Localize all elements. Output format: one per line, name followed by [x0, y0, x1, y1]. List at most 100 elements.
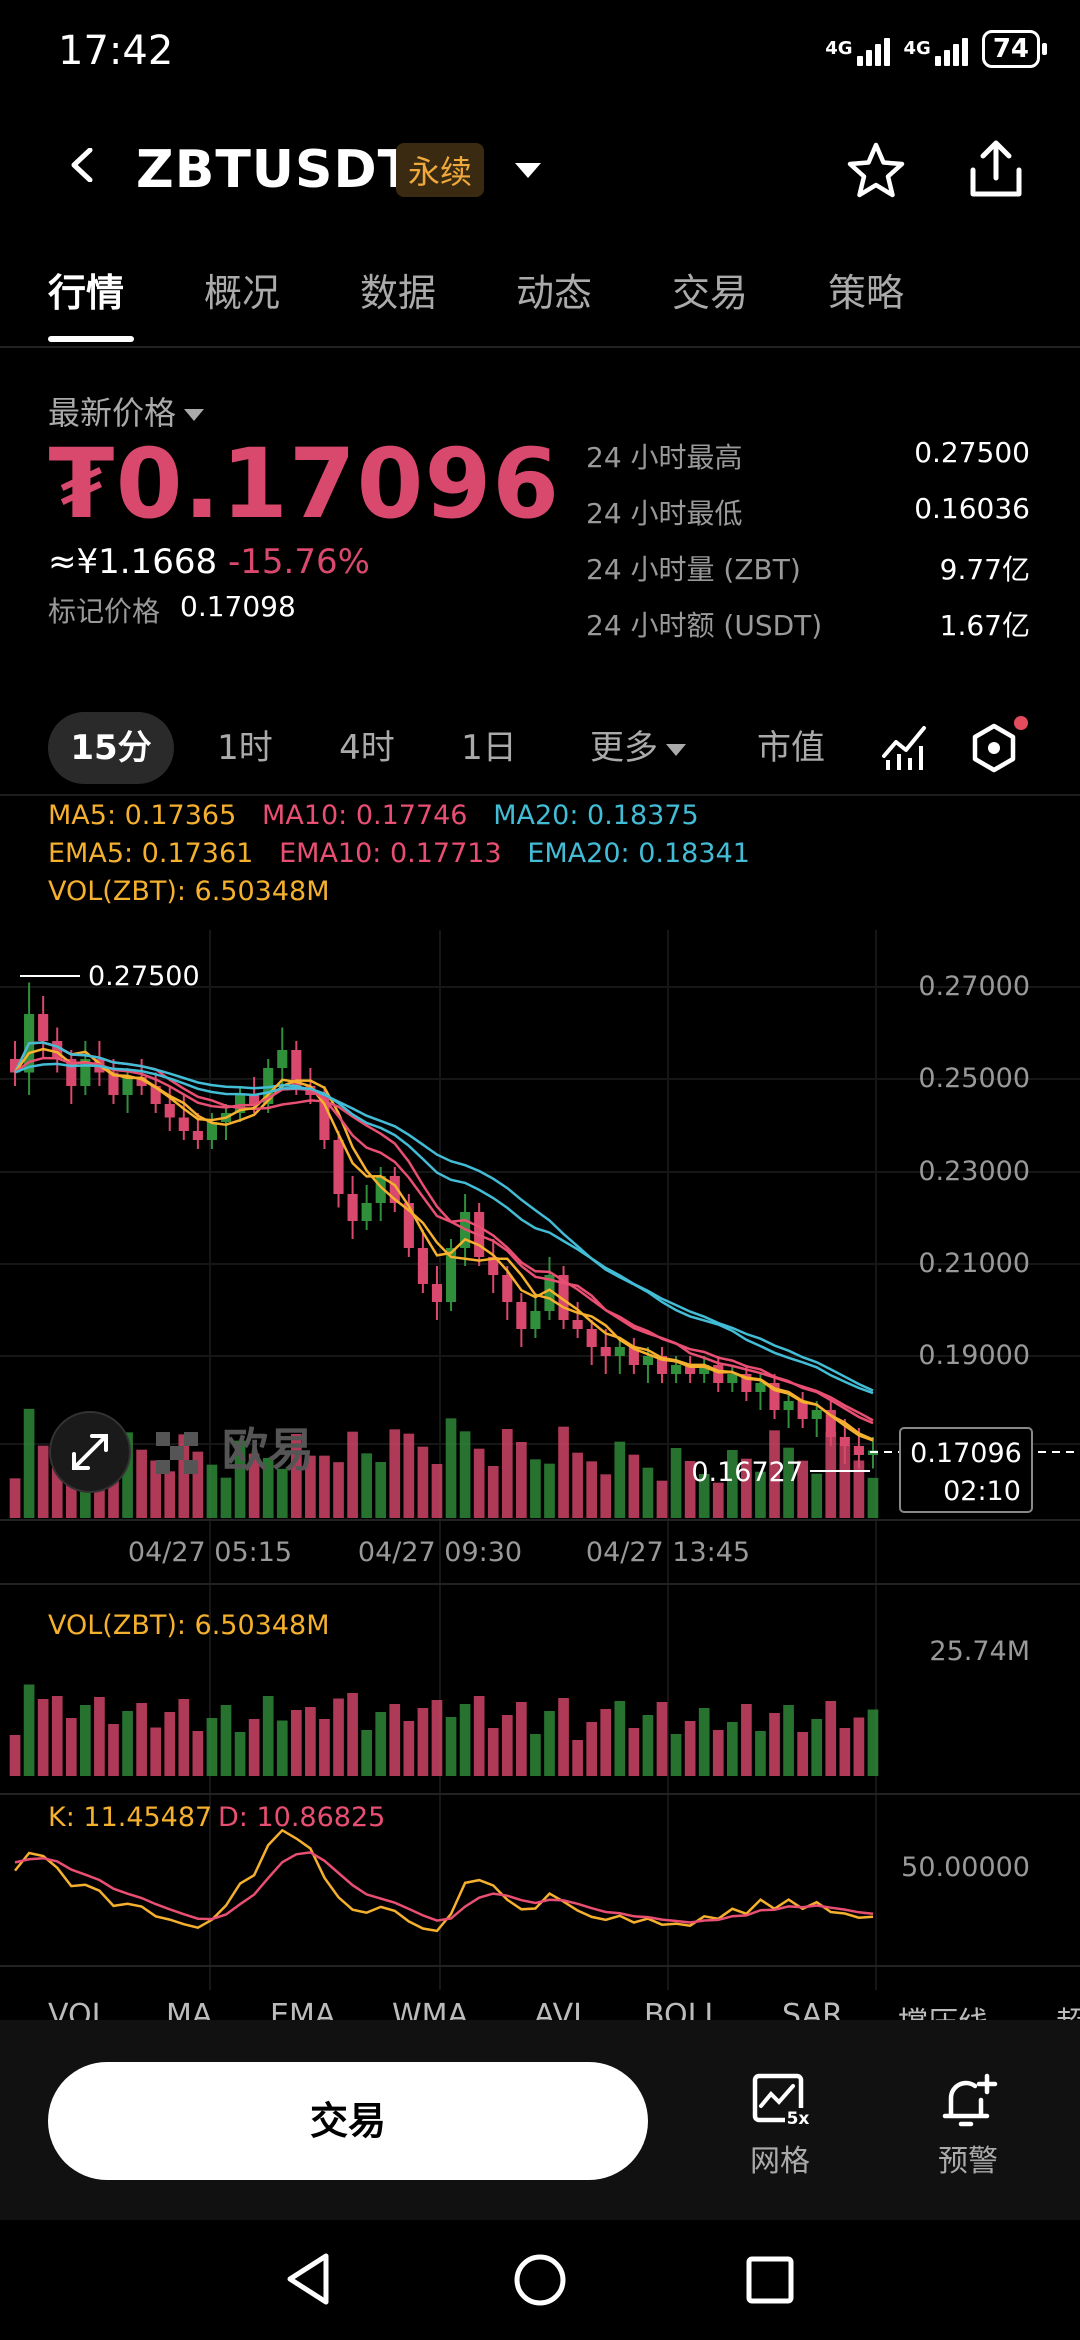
indicator-tab[interactable]: EMA	[270, 1998, 336, 2020]
volume-bar	[80, 1705, 91, 1776]
volume-bar	[642, 1715, 654, 1776]
last-price-label[interactable]: 最新价格	[48, 388, 205, 434]
share-icon[interactable]	[965, 138, 1027, 200]
pair-title[interactable]: ZBTUSDT	[136, 140, 415, 200]
candle-body	[685, 1365, 696, 1374]
ma10-value: MA10: 0.17746	[262, 800, 468, 831]
volume-bar	[853, 1717, 865, 1776]
interval-1d[interactable]: 1日	[461, 728, 517, 768]
candle-body	[361, 1203, 372, 1221]
volume-bar	[333, 1462, 344, 1518]
candle-body	[699, 1365, 710, 1374]
status-time: 17:42	[58, 28, 174, 74]
candle-body	[375, 1176, 386, 1203]
indicator-tab[interactable]: VOL	[48, 1998, 109, 2020]
cny-price: ≈¥1.1668	[48, 542, 218, 582]
candle-body	[431, 1284, 443, 1302]
notification-dot	[1014, 716, 1028, 730]
volume-bar	[431, 1464, 443, 1518]
ema5-line	[13, 1047, 874, 1442]
chevron-down-icon[interactable]	[515, 163, 541, 178]
volume-bar	[164, 1712, 176, 1776]
ma5-value: MA5: 0.17365	[48, 800, 237, 831]
candle-body	[206, 1122, 217, 1140]
volume-bar	[670, 1734, 682, 1776]
candle-body	[713, 1365, 724, 1383]
back-arrow-icon[interactable]	[66, 148, 100, 182]
volume-bar	[319, 1719, 330, 1776]
indicator-tab[interactable]: SAR	[782, 1998, 843, 2020]
indicator-tab[interactable]: BOLL	[644, 1998, 722, 2020]
alert-button[interactable]: 预警	[908, 2070, 1028, 2180]
grid-trading-icon: 5x	[752, 2073, 811, 2129]
volume-bar	[347, 1431, 358, 1518]
last-price-tag	[899, 1427, 1033, 1513]
indicator-tab[interactable]: MA	[166, 1998, 213, 2020]
volume-bar	[305, 1707, 316, 1776]
tab-market[interactable]: 行情	[48, 262, 154, 346]
nav-back-icon[interactable]	[282, 2250, 334, 2308]
trade-button[interactable]: 交易	[48, 2062, 648, 2180]
volume-bar	[530, 1734, 541, 1776]
tab-overview[interactable]: 概况	[204, 271, 281, 315]
indicator-tab[interactable]: AVL	[534, 1998, 590, 2020]
volume-bar	[220, 1477, 232, 1518]
stat-label: 24 小时额 (USDT)	[586, 609, 823, 642]
expand-button[interactable]	[49, 1411, 131, 1493]
candle-body	[530, 1311, 541, 1329]
star-icon[interactable]	[845, 140, 907, 202]
stats-panel: 24 小时最高 0.27500 24 小时最低 0.16036 24 小时量 (ZB…	[586, 436, 1030, 660]
interval-15m[interactable]: 15分	[48, 712, 174, 784]
nav-recents-icon[interactable]	[744, 2254, 796, 2306]
k-value: K: 11.45487	[48, 1802, 212, 1833]
candle-body	[853, 1446, 864, 1455]
volume-bar	[783, 1447, 794, 1518]
tab-feed[interactable]: 动态	[516, 271, 593, 315]
volume-bars	[9, 1408, 879, 1518]
volume-bar	[164, 1471, 176, 1518]
candle-body	[741, 1374, 752, 1392]
grid-button[interactable]: 5x 网格	[720, 2070, 840, 2180]
kline-chart[interactable]: 0.27000 0.25000 0.23000 0.21000 0.19000 …	[0, 930, 1080, 1990]
volume-bar	[108, 1724, 119, 1776]
candle-body	[150, 1086, 161, 1104]
candle-body	[192, 1131, 203, 1140]
volume-bar	[65, 1718, 77, 1776]
tab-data[interactable]: 数据	[360, 271, 437, 315]
x-tick: 04/27 09:30	[358, 1537, 522, 1568]
nav-home-icon[interactable]	[512, 2252, 568, 2308]
volume-bar	[586, 1722, 598, 1776]
interval-1h[interactable]: 1时	[217, 728, 273, 768]
chevron-down-icon	[666, 743, 686, 756]
volume-bar	[853, 1460, 865, 1518]
expand-icon	[72, 1434, 108, 1470]
countdown: 02:10	[943, 1476, 1021, 1507]
candle-body	[811, 1410, 822, 1419]
candle-body	[38, 1014, 49, 1041]
volume-bar	[37, 1699, 49, 1776]
candle-body	[122, 1077, 133, 1095]
volume-bar	[290, 1434, 302, 1518]
volume-bar	[487, 1466, 499, 1518]
chart-type-icon[interactable]	[880, 720, 928, 772]
indicator-tab[interactable]: WMA	[392, 1998, 469, 2020]
volume-bar	[473, 1448, 485, 1518]
tab-strategy[interactable]: 策略	[828, 271, 905, 315]
indicator-tab[interactable]: 撑压线	[898, 1998, 988, 2020]
volume-bar	[9, 1478, 21, 1518]
stat-row: 24 小时最高 0.27500	[586, 436, 1030, 492]
volume-bar	[122, 1711, 133, 1776]
interval-4h[interactable]: 4时	[339, 728, 395, 768]
candle-body	[642, 1356, 653, 1365]
indicator-tab[interactable]: 超	[1056, 1998, 1080, 2020]
stat-value: 9.77亿	[939, 553, 1030, 586]
market-cap-toggle[interactable]: 市值	[757, 728, 825, 768]
tab-trades[interactable]: 交易	[672, 271, 749, 315]
stat-row: 24 小时最低 0.16036	[586, 492, 1030, 548]
volume-bar	[600, 1709, 612, 1776]
volume-bar	[305, 1455, 316, 1518]
volume-bar	[192, 1731, 204, 1776]
settings-icon[interactable]	[968, 722, 1020, 774]
interval-more[interactable]: 更多	[578, 712, 698, 784]
last-price: ₮0.17096	[48, 428, 561, 540]
